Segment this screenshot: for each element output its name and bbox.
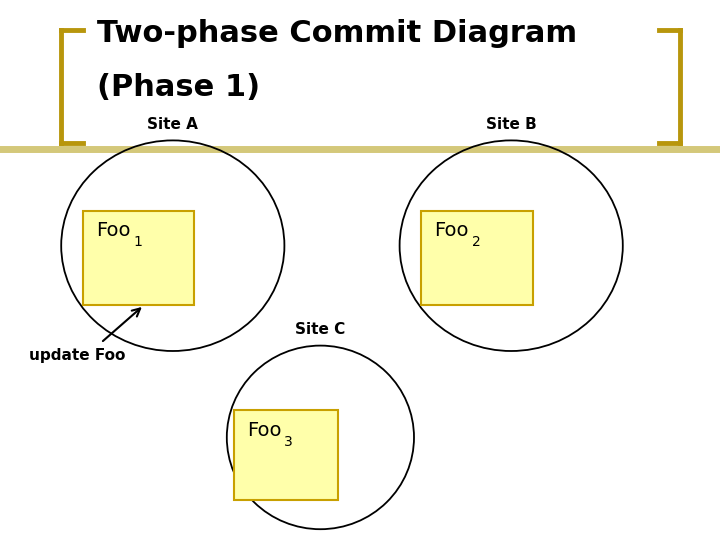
Text: Foo: Foo — [96, 221, 130, 240]
Text: 3: 3 — [284, 435, 293, 449]
Bar — [234, 410, 338, 500]
Text: Site C: Site C — [295, 322, 346, 338]
Text: Foo: Foo — [434, 221, 469, 240]
Text: update Foo: update Foo — [29, 348, 125, 363]
Text: Foo: Foo — [247, 421, 282, 440]
Bar — [421, 211, 533, 305]
Text: 1: 1 — [133, 235, 142, 249]
Text: Site A: Site A — [148, 117, 198, 132]
Text: 2: 2 — [472, 235, 480, 249]
Bar — [83, 211, 194, 305]
Text: Two-phase Commit Diagram: Two-phase Commit Diagram — [97, 19, 577, 48]
Text: Site B: Site B — [486, 117, 536, 132]
Text: (Phase 1): (Phase 1) — [97, 73, 261, 102]
